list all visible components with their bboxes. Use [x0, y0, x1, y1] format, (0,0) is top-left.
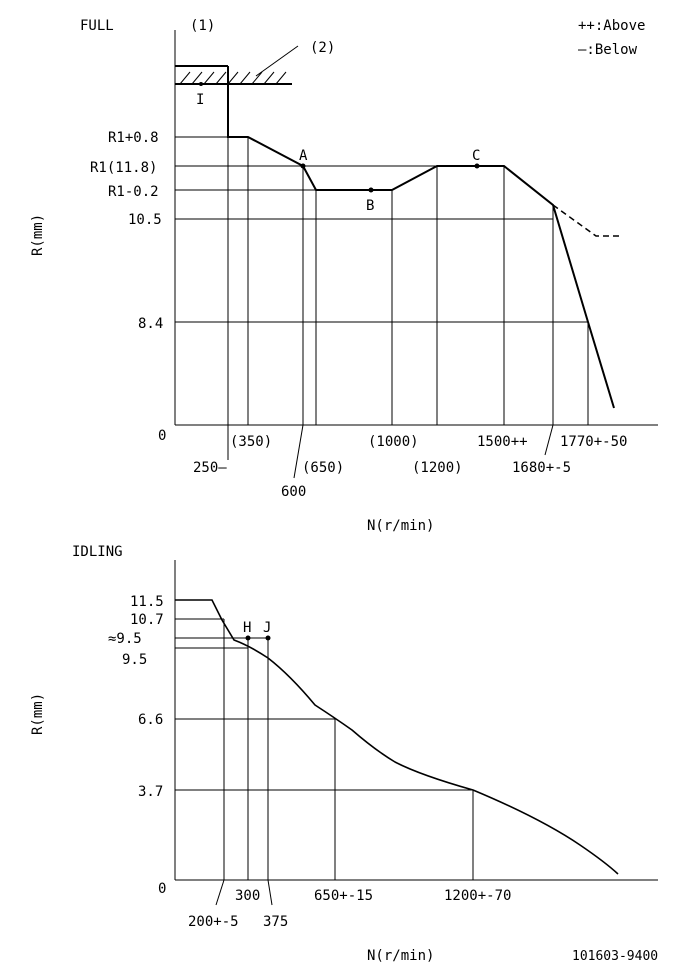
idling-leader-375 — [267, 879, 273, 906]
full-chart-title: FULL — [80, 18, 114, 34]
idling-y-axis-label: R(mm) — [30, 693, 46, 735]
idling-leader-200 — [215, 879, 225, 906]
x-tick-1680: 1680+-5 — [512, 460, 571, 476]
full-x-axis-label: N(r/min) — [367, 518, 434, 534]
marker-I-label: I — [196, 92, 204, 108]
idling-y-tick-3.7: 3.7 — [138, 784, 163, 800]
idling-x-axis-label: N(r/min) — [367, 948, 434, 964]
leader-1680 — [544, 424, 554, 456]
x-tick-650: (650) — [302, 460, 344, 476]
idling-y-tick-9.5: 9.5 — [122, 652, 147, 668]
point-H-label: H — [243, 620, 251, 636]
y-tick-8.4: 8.4 — [138, 316, 163, 332]
stopper-hatch — [175, 45, 299, 85]
idling-y-tick-10.7: 10.7 — [130, 612, 164, 628]
x-tick-1500: 1500++ — [477, 434, 528, 450]
reference-1-label: (1) — [190, 18, 215, 34]
legend-below: —:Below — [578, 42, 638, 58]
idling-chart: IDLING R(mm) N(r/min) 0 11.5 10.7 ≈9.5 9… — [30, 544, 658, 964]
x-tick-1770: 1770+-50 — [560, 434, 627, 450]
idling-x-tick-375: 375 — [263, 914, 288, 930]
point-J-label: J — [263, 620, 271, 636]
point-A-label: A — [299, 148, 308, 164]
full-series-dashed-line — [552, 204, 622, 237]
y-tick-r1-minus-0.2: R1-0.2 — [108, 184, 159, 200]
idling-chart-title: IDLING — [72, 544, 123, 560]
idling-x-tick-650: 650+-15 — [314, 888, 373, 904]
full-y-zero-label: 0 — [158, 428, 166, 444]
point-J — [265, 635, 271, 641]
idling-x-tick-200: 200+-5 — [188, 914, 239, 930]
document-number: 101603-9400 — [572, 949, 658, 964]
idling-y-tick-approx-9.5: ≈9.5 — [108, 631, 142, 647]
full-y-axis-label: R(mm) — [30, 214, 46, 256]
idling-y-tick-6.6: 6.6 — [138, 712, 163, 728]
point-A — [300, 163, 306, 169]
y-tick-10.5: 10.5 — [128, 212, 162, 228]
marker-I — [199, 82, 203, 86]
x-tick-600: 600 — [281, 484, 306, 500]
y-tick-r1: R1(11.8) — [90, 160, 157, 176]
x-tick-1200: (1200) — [412, 460, 463, 476]
idling-y-tick-11.5: 11.5 — [130, 594, 164, 610]
point-C-label: C — [472, 148, 480, 164]
x-tick-250: 250— — [193, 460, 227, 476]
legend-above: ++:Above — [578, 18, 645, 34]
point-C — [474, 163, 480, 169]
idling-series-line — [175, 599, 619, 875]
idling-x-tick-1200: 1200+-70 — [444, 888, 511, 904]
point-H — [245, 635, 251, 641]
idling-x-tick-300: 300 — [235, 888, 260, 904]
reference-2-label: (2) — [310, 40, 335, 56]
x-tick-1000: (1000) — [368, 434, 419, 450]
idling-y-zero-label: 0 — [158, 881, 166, 897]
point-B — [368, 187, 374, 193]
full-chart: FULL (1) (2) I R(mm) N(r/min) 0 R1+0.8 R… — [30, 18, 658, 534]
y-tick-r1-plus-0.8: R1+0.8 — [108, 130, 159, 146]
point-B-label: B — [366, 198, 374, 214]
leader-600 — [293, 424, 304, 479]
x-tick-350: (350) — [230, 434, 272, 450]
full-series-line — [227, 66, 615, 409]
